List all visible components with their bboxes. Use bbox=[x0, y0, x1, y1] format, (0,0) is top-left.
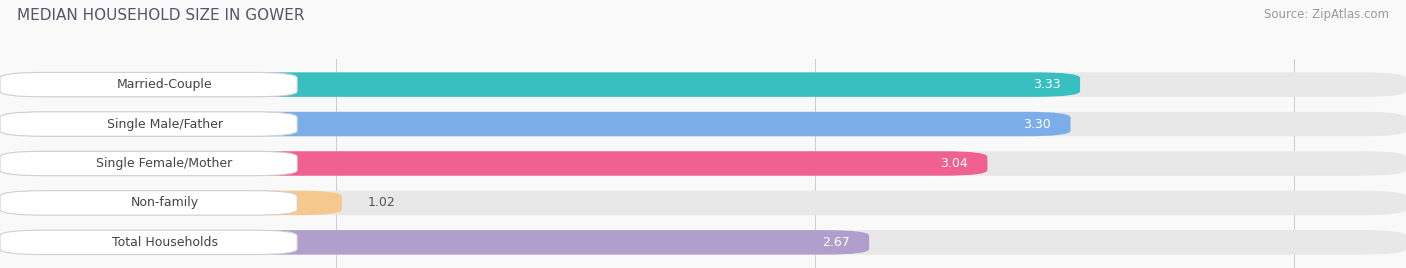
FancyBboxPatch shape bbox=[0, 191, 297, 215]
FancyBboxPatch shape bbox=[0, 230, 297, 255]
Text: Single Male/Father: Single Male/Father bbox=[107, 118, 222, 131]
FancyBboxPatch shape bbox=[0, 191, 342, 215]
Text: 2.67: 2.67 bbox=[823, 236, 851, 249]
FancyBboxPatch shape bbox=[0, 112, 297, 136]
Text: 3.33: 3.33 bbox=[1033, 78, 1062, 91]
Text: MEDIAN HOUSEHOLD SIZE IN GOWER: MEDIAN HOUSEHOLD SIZE IN GOWER bbox=[17, 8, 304, 23]
Text: 3.30: 3.30 bbox=[1024, 118, 1052, 131]
FancyBboxPatch shape bbox=[0, 230, 1406, 255]
FancyBboxPatch shape bbox=[0, 72, 297, 97]
Text: Single Female/Mother: Single Female/Mother bbox=[97, 157, 232, 170]
FancyBboxPatch shape bbox=[0, 151, 987, 176]
FancyBboxPatch shape bbox=[0, 72, 1080, 97]
Text: 3.04: 3.04 bbox=[941, 157, 969, 170]
Text: Married-Couple: Married-Couple bbox=[117, 78, 212, 91]
FancyBboxPatch shape bbox=[0, 230, 869, 255]
Text: Total Households: Total Households bbox=[111, 236, 218, 249]
Text: 1.02: 1.02 bbox=[367, 196, 395, 209]
Text: Source: ZipAtlas.com: Source: ZipAtlas.com bbox=[1264, 8, 1389, 21]
Text: Non-family: Non-family bbox=[131, 196, 198, 209]
FancyBboxPatch shape bbox=[0, 151, 297, 176]
FancyBboxPatch shape bbox=[0, 191, 1406, 215]
FancyBboxPatch shape bbox=[0, 72, 1406, 97]
FancyBboxPatch shape bbox=[0, 151, 1406, 176]
FancyBboxPatch shape bbox=[0, 112, 1406, 136]
FancyBboxPatch shape bbox=[0, 112, 1070, 136]
